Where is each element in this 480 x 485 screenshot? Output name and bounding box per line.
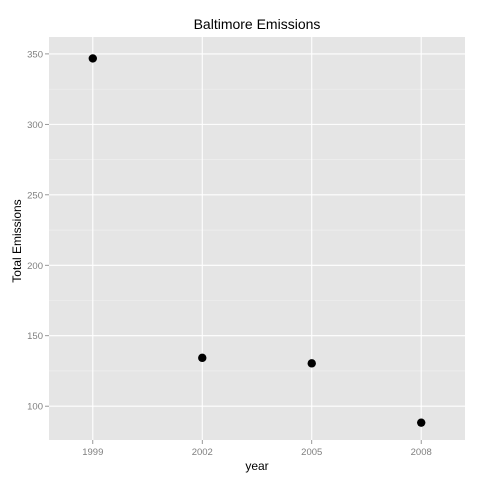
data-point-1999 xyxy=(88,54,97,63)
data-points xyxy=(88,54,426,427)
y-tick-label-1: 150 xyxy=(27,331,43,342)
y-tick-label-0: 100 xyxy=(27,402,43,413)
plot-panel xyxy=(49,37,465,440)
x-tick-label-1: 2002 xyxy=(192,447,213,458)
data-point-2008 xyxy=(417,418,426,427)
x-axis-ticks: 1999 2002 2005 2008 xyxy=(82,440,432,458)
y-tick-label-5: 350 xyxy=(27,49,43,60)
grid-minor xyxy=(49,88,465,372)
grid-major xyxy=(49,37,465,440)
chart-title: Baltimore Emissions xyxy=(194,16,321,32)
y-axis-title: Total Emissions xyxy=(10,199,24,282)
data-point-2005 xyxy=(307,359,316,368)
x-tick-label-2: 2005 xyxy=(301,447,322,458)
x-tick-label-3: 2008 xyxy=(411,447,432,458)
x-tick-label-0: 1999 xyxy=(82,447,103,458)
y-axis-ticks: 100 150 200 250 300 350 xyxy=(27,49,49,413)
y-tick-label-3: 250 xyxy=(27,190,43,201)
x-axis-title: year xyxy=(245,459,268,473)
y-tick-label-2: 200 xyxy=(27,261,43,272)
y-tick-label-4: 300 xyxy=(27,120,43,131)
data-point-2002 xyxy=(198,353,207,363)
